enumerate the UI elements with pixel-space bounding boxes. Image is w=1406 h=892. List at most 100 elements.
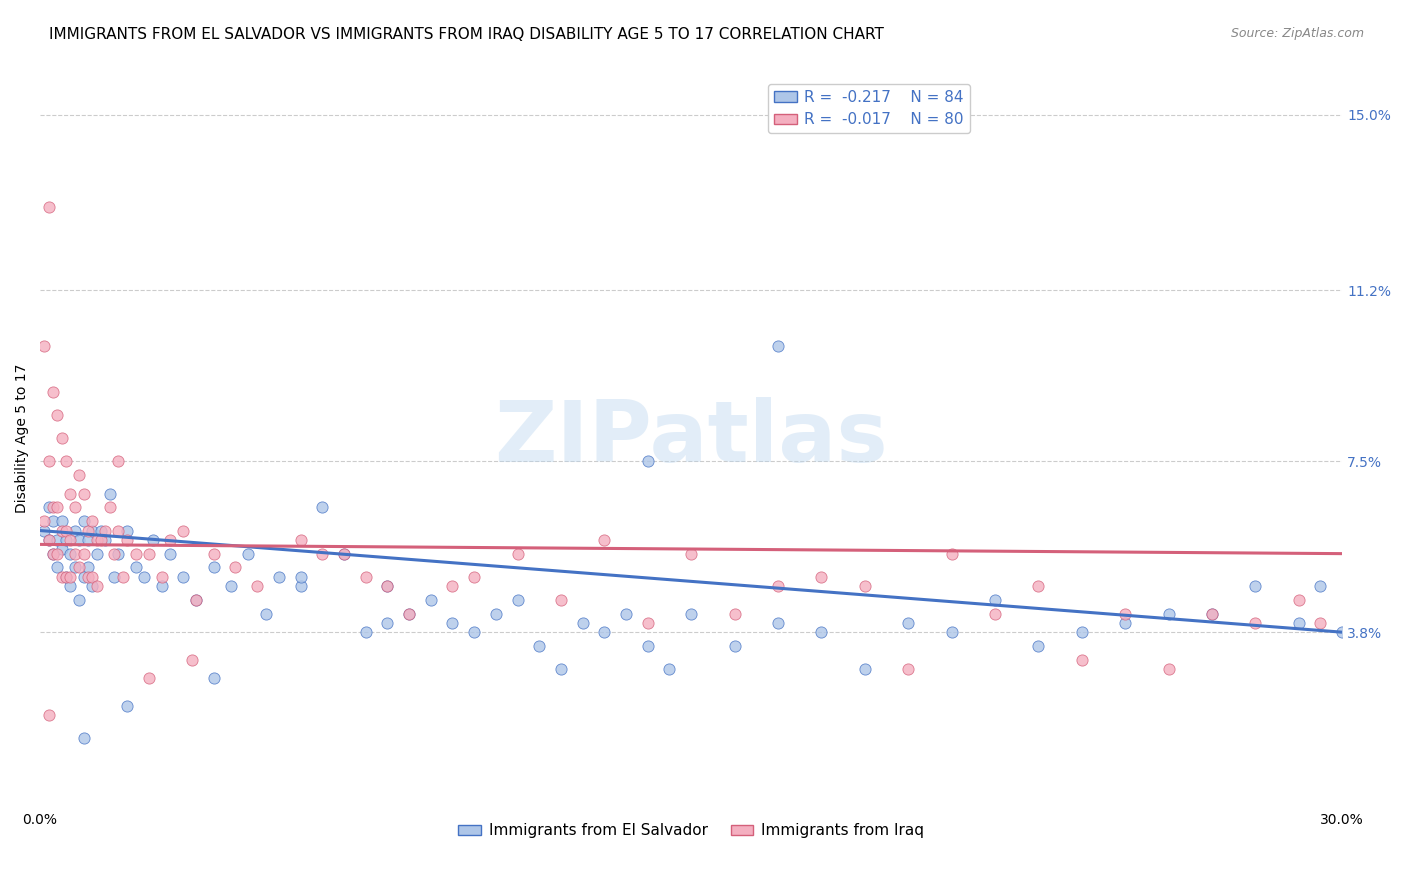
Point (593, 533, 616, 547)
Text: IMMIGRANTS FROM EL SALVADOR VS IMMIGRANTS FROM IRAQ DISABILITY AGE 5 TO 17 CORRE: IMMIGRANTS FROM EL SALVADOR VS IMMIGRANT… (49, 27, 884, 42)
Point (1331, 625, 1354, 640)
Point (419, 592, 441, 607)
Point (59, 533, 82, 547)
Point (98, 486, 121, 500)
Point (55, 454, 77, 468)
Point (82, 579, 104, 593)
Point (571, 615, 593, 630)
Point (103, 547, 125, 561)
Point (766, 339, 789, 353)
Point (63, 547, 86, 561)
Point (67, 533, 90, 547)
Point (172, 524, 194, 538)
Point (86, 547, 108, 561)
Point (72, 486, 94, 500)
Point (984, 592, 1007, 607)
Point (124, 560, 146, 574)
Point (681, 547, 703, 561)
Point (506, 592, 529, 607)
Point (766, 615, 789, 630)
Point (506, 547, 529, 561)
Point (90, 524, 112, 538)
Point (333, 547, 356, 561)
Point (290, 579, 312, 593)
Point (42, 514, 65, 528)
Point (72, 547, 94, 561)
Point (51, 524, 73, 538)
Point (1288, 615, 1310, 630)
Point (63, 560, 86, 574)
Point (38, 500, 60, 515)
Point (202, 672, 225, 686)
Legend: Immigrants from El Salvador, Immigrants from Iraq: Immigrants from El Salvador, Immigrants … (451, 817, 931, 845)
Point (441, 615, 464, 630)
Point (63, 524, 86, 538)
Point (59, 486, 82, 500)
Point (333, 547, 356, 561)
Point (63, 500, 86, 515)
Point (115, 524, 138, 538)
Point (290, 533, 312, 547)
Point (441, 579, 464, 593)
Point (658, 662, 681, 676)
Point (107, 547, 129, 561)
Point (82, 570, 104, 584)
Point (124, 547, 146, 561)
Point (311, 500, 333, 515)
Point (86, 579, 108, 593)
Point (38, 708, 60, 723)
Point (42, 384, 65, 399)
Point (34, 514, 56, 528)
Point (1070, 625, 1092, 640)
Point (46, 500, 69, 515)
Point (150, 570, 173, 584)
Point (42, 547, 65, 561)
Point (1244, 615, 1267, 630)
Point (354, 570, 377, 584)
Point (1157, 607, 1180, 621)
Point (1157, 662, 1180, 676)
Text: Source: ZipAtlas.com: Source: ZipAtlas.com (1230, 27, 1364, 40)
Point (1114, 615, 1136, 630)
Point (398, 607, 420, 621)
Point (55, 533, 77, 547)
Point (72, 570, 94, 584)
Point (46, 533, 69, 547)
Point (1028, 579, 1050, 593)
Point (254, 607, 277, 621)
Point (55, 570, 77, 584)
Point (1309, 615, 1331, 630)
Point (238, 547, 260, 561)
Point (246, 579, 269, 593)
Point (614, 607, 637, 621)
Point (1244, 579, 1267, 593)
Point (637, 454, 659, 468)
Point (94, 524, 117, 538)
Point (463, 625, 485, 640)
Point (550, 662, 572, 676)
Point (984, 607, 1007, 621)
Point (142, 533, 165, 547)
Point (224, 560, 246, 574)
Point (76, 570, 98, 584)
Point (463, 570, 485, 584)
Text: ZIPatlas: ZIPatlas (495, 397, 889, 480)
Point (723, 607, 745, 621)
Point (107, 524, 129, 538)
Point (1309, 579, 1331, 593)
Point (375, 579, 398, 593)
Point (138, 547, 160, 561)
Point (375, 615, 398, 630)
Point (897, 615, 920, 630)
Point (219, 579, 242, 593)
Point (681, 607, 703, 621)
Point (853, 579, 876, 593)
Point (853, 662, 876, 676)
Point (354, 625, 377, 640)
Point (1114, 607, 1136, 621)
Point (90, 533, 112, 547)
Point (375, 579, 398, 593)
Point (115, 533, 138, 547)
Point (398, 607, 420, 621)
Point (76, 533, 98, 547)
